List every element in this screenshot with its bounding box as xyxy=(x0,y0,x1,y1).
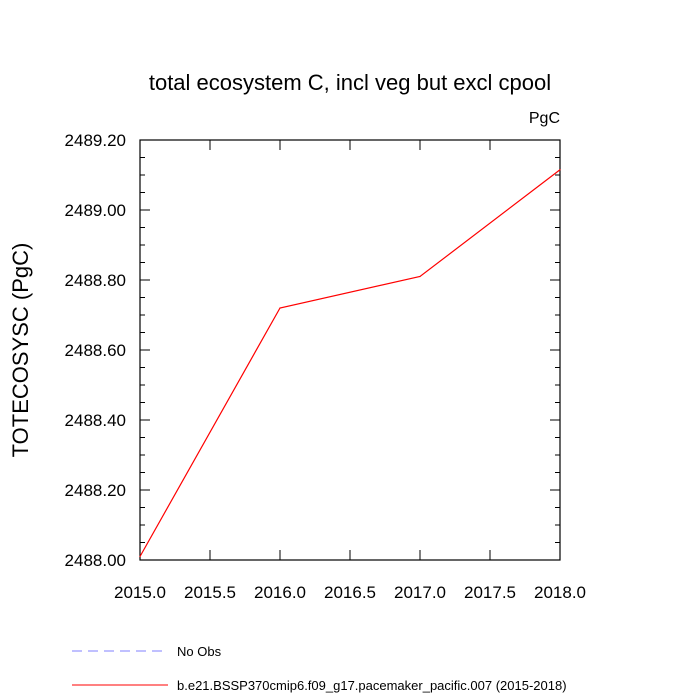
x-tick-label: 2017.0 xyxy=(394,583,446,602)
y-tick-label: 2488.80 xyxy=(65,271,126,290)
series-line-0 xyxy=(139,169,561,557)
plot-frame xyxy=(139,139,561,561)
chart-title: total ecosystem C, incl veg but excl cpo… xyxy=(149,70,551,95)
y-axis-label: TOTECOSYSC (PgC) xyxy=(8,243,33,458)
x-tick-label: 2016.0 xyxy=(254,583,306,602)
y-tick-label: 2488.00 xyxy=(65,551,126,570)
y-tick-label: 2488.20 xyxy=(65,481,126,500)
x-tick-label: 2015.0 xyxy=(114,583,166,602)
y-tick-label: 2489.20 xyxy=(65,131,126,150)
units-label: PgC xyxy=(529,110,560,127)
x-tick-label: 2018.0 xyxy=(534,583,586,602)
x-tick-label: 2017.5 xyxy=(464,583,516,602)
x-tick-label: 2016.5 xyxy=(324,583,376,602)
plot-area xyxy=(139,139,561,561)
legend: No Obs b.e21.BSSP370cmip6.f09_g17.pacemak… xyxy=(72,644,567,693)
series-group xyxy=(139,169,561,558)
y-tick-label: 2488.60 xyxy=(65,341,126,360)
y-axis-ticks: 2488.00 2488.20 2488.40 2488.60 2488.80 2489.… xyxy=(65,131,560,570)
data-point xyxy=(559,169,561,171)
data-point xyxy=(419,275,421,278)
data-point xyxy=(279,307,281,309)
data-point xyxy=(139,555,141,558)
y-tick-label: 2488.40 xyxy=(65,411,126,430)
y-tick-label: 2489.00 xyxy=(65,201,126,220)
x-axis-ticks: 2015.0 2015.5 2016.0 2016.5 2017.0 2017.5 2018… xyxy=(114,140,586,602)
y-minor-ticks xyxy=(140,157,560,543)
legend-label: b.e21.BSSP370cmip6.f09_g17.pacemaker_pac… xyxy=(177,678,567,693)
legend-label: No Obs xyxy=(177,644,222,659)
x-tick-label: 2015.5 xyxy=(184,583,236,602)
